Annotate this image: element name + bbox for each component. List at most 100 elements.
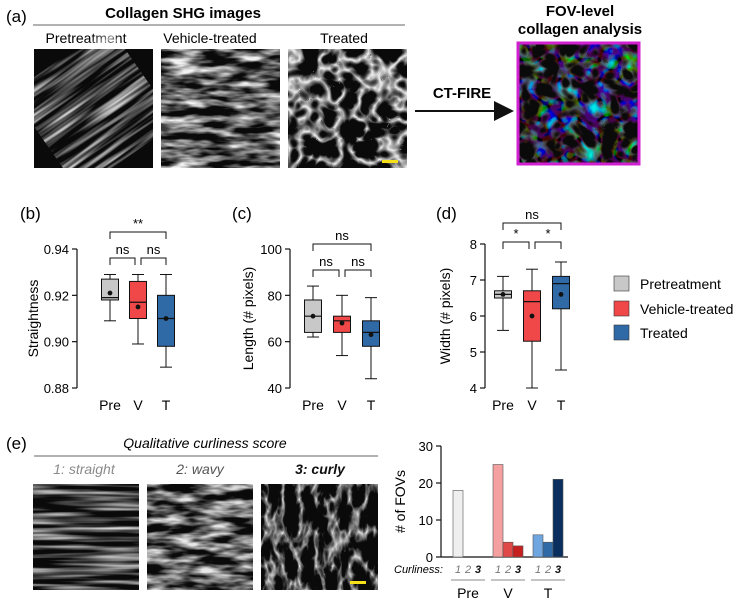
significance-bracket [502,241,530,249]
image-straight [33,484,139,590]
x-tick-label: Pre [302,397,324,413]
curliness-level-label: 1 [535,564,541,576]
x-tick-label: V [337,397,347,413]
curliness-level-label: 1 [455,564,461,576]
y-tick-label: 6 [470,309,477,324]
y-axis-label: Length (# pixels) [240,267,256,371]
curliness-level-label: 3 [475,564,481,576]
y-axis-label: # of FOVs [392,470,408,533]
legend-label-treated: Treated [640,325,688,341]
fov-analysis-image [516,41,641,166]
y-tick-label: 0.94 [44,242,69,257]
curliness-level-label: 3 [555,564,561,576]
curliness-level-label: 2 [544,564,551,576]
curliness-level-label: 2 [504,564,511,576]
mean-dot [529,313,535,319]
significance-bracket [109,257,136,265]
significance-label: ** [133,216,143,231]
significance-label: ns [525,207,539,222]
significance-bracket [140,257,167,265]
y-tick-label: 10 [419,513,433,528]
mean-dot [135,304,141,310]
bar-t-3 [552,478,564,558]
panel-a-label: (a) [6,7,27,26]
image-treated [288,49,407,168]
ctfire-label: CT-FIRE [433,85,491,102]
significance-label: ns [335,228,349,243]
scale-bar [382,160,398,163]
y-tick-label: 7 [470,273,477,288]
y-axis-label: Straightness [25,280,41,358]
mean-dot [558,292,564,297]
group-label: Pre [457,585,479,601]
image-curly [261,484,378,590]
width-boxplot: 4 5 6 7 8 Width (# pixels) Pre V Tns * * [437,207,570,413]
panel-e: (e) Qualitative curliness score 1: strai… [6,434,378,590]
image-pretreatment [10,25,177,191]
legend-swatch-treated [613,324,630,341]
panel-c-label: (c) [232,204,252,223]
legend-label-pretreatment: Pretreatment [640,276,721,292]
y-tick-label: 0.92 [44,288,69,303]
x-tick-label: Pre [492,397,514,413]
x-tick-label: T [162,397,171,413]
curliness-level-label: 2 [464,564,471,576]
curliness-axis-label: Curliness: [394,564,443,576]
y-tick-label: 60 [268,335,282,350]
significance-bracket [312,243,372,251]
image-wavy [147,484,253,590]
mean-dot [163,316,169,321]
curliness-level-label: 3 [515,564,521,576]
panel-a: (a) Collagen SHG images Pretreatment Veh… [6,3,642,191]
legend-swatch-vehicle [613,300,630,317]
significance-label: ns [147,242,161,257]
box-v [129,280,147,319]
y-tick-label: 30 [419,439,433,454]
significance-bracket [502,222,562,230]
panel-b-label: (b) [20,204,41,223]
y-tick-label: 0.88 [44,381,69,396]
group-label: V [503,585,513,601]
panel-e-label: (e) [6,434,27,453]
y-tick-label: 100 [260,242,282,257]
score-label-wavy: 2: wavy [175,461,224,477]
y-tick-label: 20 [419,476,433,491]
significance-bracket [344,269,372,277]
y-tick-label: 40 [268,381,282,396]
legend-label-vehicle: Vehicle-treated [640,301,733,317]
image-vehicle-treated [161,49,280,168]
image-label-vehicle: Vehicle-treated [163,30,256,46]
bar-v-1 [492,464,504,558]
x-tick-label: T [557,397,566,413]
box-pre [101,278,119,301]
score-label-straight: 1: straight [53,461,116,477]
bar-t-1 [532,534,544,558]
significance-label: ns [319,254,333,269]
mean-dot [500,292,506,297]
significance-label: ns [351,254,365,269]
x-tick-label: Pre [99,397,121,413]
fov-title-line1: FOV-level [546,3,614,20]
bar-pre-1 [452,490,464,558]
y-tick-label: 80 [268,288,282,303]
y-tick-label: 0 [426,550,433,565]
y-tick-label: 8 [470,237,477,252]
significance-bracket [312,269,340,277]
legend: Pretreatment Vehicle-treated Treated [613,275,733,341]
y-tick-label: 5 [470,345,477,360]
significance-label: * [545,226,550,241]
fov-title-line2: collagen analysis [518,21,642,38]
curliness-level-label: 1 [495,564,501,576]
y-tick-label: 0.90 [44,335,69,350]
mean-dot [310,313,316,319]
bar-v-2 [502,541,514,558]
y-axis-label: Width (# pixels) [437,268,453,364]
legend-swatch-pretreatment [613,275,630,292]
curliness-header: Qualitative curliness score [123,435,287,451]
significance-bracket [109,231,167,239]
panel-d-label: (d) [436,204,457,223]
x-tick-label: V [133,397,143,413]
